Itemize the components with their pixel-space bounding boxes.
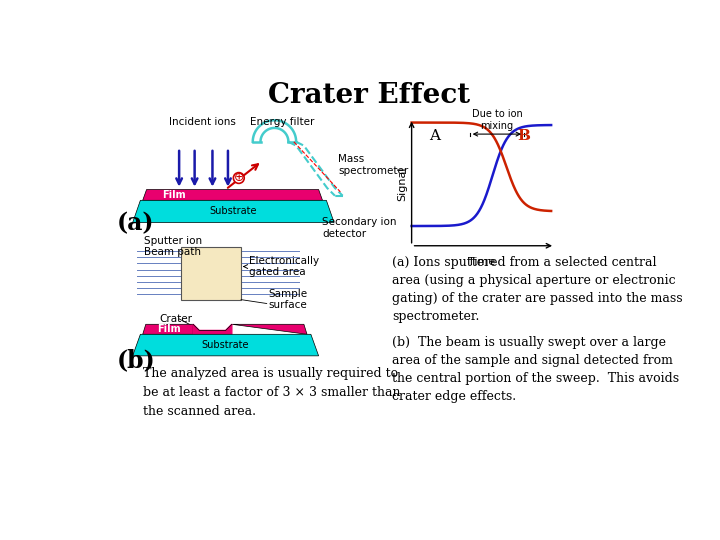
Circle shape (233, 173, 244, 184)
Text: Sample
surface: Sample surface (269, 289, 307, 310)
Text: Substrate: Substrate (202, 340, 249, 350)
Polygon shape (143, 190, 323, 200)
Text: Signal: Signal (397, 167, 408, 201)
Text: Secondary ion
detector: Secondary ion detector (323, 217, 397, 239)
Polygon shape (132, 334, 319, 356)
Text: Electronically
gated area: Electronically gated area (249, 256, 319, 278)
Text: (b): (b) (117, 348, 156, 372)
Polygon shape (193, 325, 232, 334)
Text: Film: Film (162, 190, 186, 200)
Text: (b)  The beam is usually swept over a large
area of the sample and signal detect: (b) The beam is usually swept over a lar… (392, 336, 680, 403)
Text: (a) Ions sputtered from a selected central
area (using a physical aperture or el: (a) Ions sputtered from a selected centr… (392, 256, 683, 323)
Text: ⊕: ⊕ (233, 172, 244, 185)
Text: The analyzed area is usually required to
be at least a factor of 3 × 3 smaller t: The analyzed area is usually required to… (143, 367, 400, 417)
Text: B: B (518, 130, 531, 144)
Text: Crater Effect: Crater Effect (268, 82, 470, 109)
Text: Incident ions: Incident ions (169, 117, 236, 127)
Polygon shape (232, 325, 307, 334)
Text: Substrate: Substrate (210, 206, 257, 217)
Bar (181, 247, 241, 300)
Text: Due to ion
mixing: Due to ion mixing (472, 110, 522, 131)
Text: Crater: Crater (160, 314, 193, 324)
Text: (a): (a) (117, 211, 155, 235)
Text: Mass
spectrometer: Mass spectrometer (338, 154, 408, 176)
Text: Energy filter: Energy filter (250, 117, 315, 127)
Text: A: A (429, 130, 441, 144)
Polygon shape (143, 325, 193, 334)
Polygon shape (132, 200, 334, 222)
Text: Sputter ion
Beam path: Sputter ion Beam path (144, 236, 202, 258)
Text: Film: Film (157, 325, 180, 334)
Text: Time: Time (468, 256, 495, 267)
